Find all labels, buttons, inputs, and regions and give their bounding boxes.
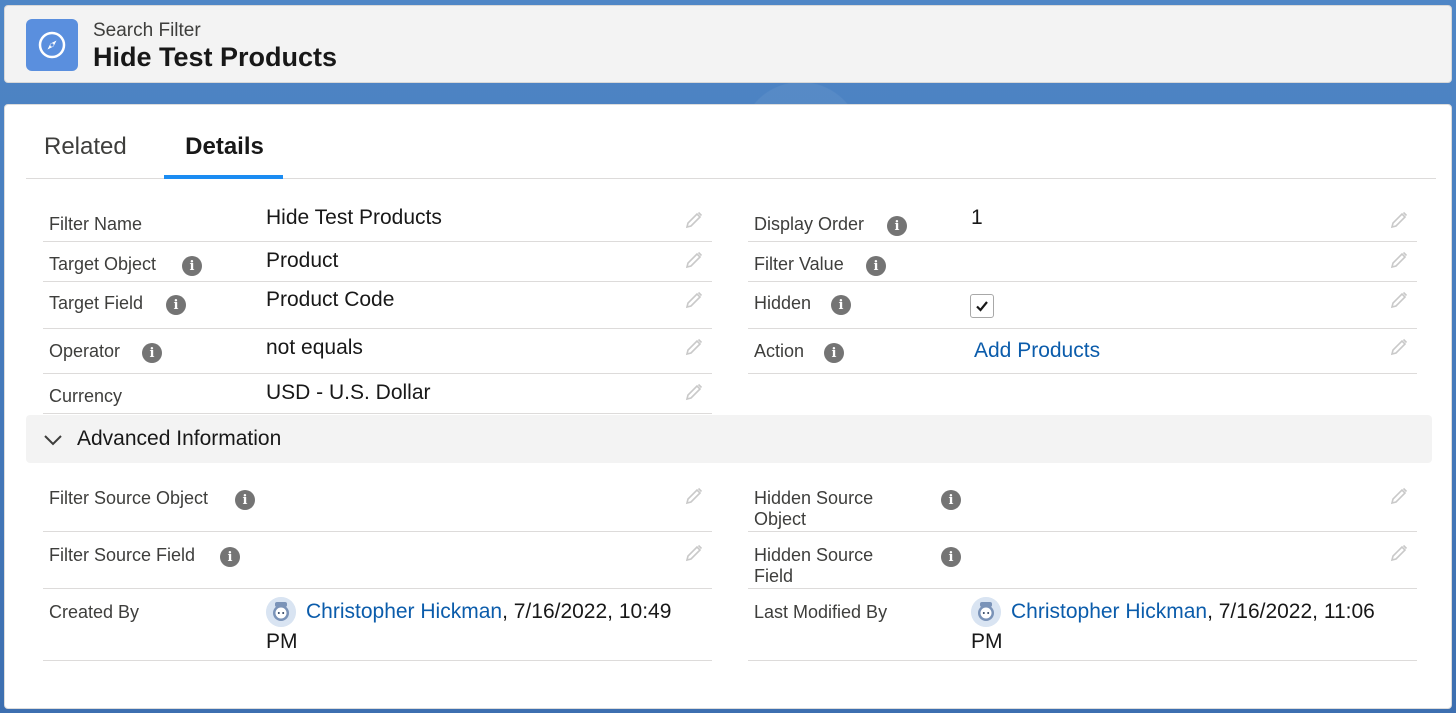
- field-filter-value: Filter Value i: [748, 242, 1417, 282]
- field-filter-name: Filter Name Hide Test Products: [43, 200, 712, 242]
- field-hidden: Hidden i: [748, 282, 1417, 329]
- user-avatar: [971, 597, 1001, 627]
- section-title: Advanced Information: [77, 427, 282, 450]
- last-modified-date: , 7/16/2022, 11:06: [1207, 600, 1375, 623]
- created-by-user-link[interactable]: Christopher Hickman: [306, 600, 503, 623]
- field-target-field: Target Field i Product Code: [43, 282, 712, 329]
- field-value: not equals: [266, 336, 363, 359]
- field-created-by: Created By Christopher Hickman, 7/16/202…: [43, 589, 712, 661]
- created-date: , 7/16/2022, 10:49: [502, 600, 672, 623]
- pencil-icon[interactable]: [1389, 543, 1409, 563]
- last-modified-value: Christopher Hickman, 7/16/2022, 11:06: [1011, 596, 1421, 627]
- field-label: Last Modified By: [754, 602, 888, 622]
- record-type-label: Search Filter: [93, 20, 201, 41]
- field-label: Filter Value: [754, 254, 844, 274]
- field-currency: Currency USD - U.S. Dollar: [43, 374, 712, 414]
- pencil-icon[interactable]: [684, 337, 704, 357]
- chevron-down-icon: [44, 435, 62, 446]
- pencil-icon[interactable]: [1389, 250, 1409, 270]
- field-filter-source-object: Filter Source Object i: [43, 475, 712, 532]
- pencil-icon[interactable]: [684, 486, 704, 506]
- field-hidden-source-object: Hidden Source Object i: [748, 475, 1417, 532]
- info-icon[interactable]: i: [166, 295, 186, 315]
- field-operator: Operator i not equals: [43, 329, 712, 374]
- field-label: Currency: [49, 386, 123, 406]
- info-icon[interactable]: i: [866, 256, 886, 276]
- field-value: Product: [266, 249, 339, 272]
- field-value: USD - U.S. Dollar: [266, 381, 431, 404]
- pencil-icon[interactable]: [1389, 486, 1409, 506]
- pencil-icon[interactable]: [684, 290, 704, 310]
- field-label: Target Object: [49, 254, 157, 274]
- field-value: 1: [971, 206, 983, 229]
- checkmark-icon: [976, 301, 988, 312]
- pencil-icon[interactable]: [684, 210, 704, 230]
- info-icon[interactable]: i: [831, 295, 851, 315]
- info-icon[interactable]: i: [941, 547, 961, 567]
- action-link[interactable]: Add Products: [974, 339, 1101, 362]
- info-icon[interactable]: i: [235, 490, 255, 510]
- info-icon[interactable]: i: [220, 547, 240, 567]
- field-hidden-source-field: Hidden Source Field i: [748, 532, 1417, 589]
- field-value: Hide Test Products: [266, 206, 442, 229]
- pencil-icon[interactable]: [1389, 290, 1409, 310]
- field-action: Action i Add Products: [748, 329, 1417, 374]
- tab-bar: Related Details: [26, 105, 1436, 179]
- hidden-checkbox[interactable]: [970, 294, 994, 318]
- field-value: Product Code: [266, 288, 395, 311]
- info-icon[interactable]: i: [182, 256, 202, 276]
- info-icon[interactable]: i: [142, 343, 162, 363]
- advanced-information-section-toggle[interactable]: Advanced Information: [26, 415, 1432, 463]
- field-display-order: Display Order i 1: [748, 200, 1417, 242]
- field-label: Target Field: [49, 293, 144, 313]
- tab-related[interactable]: Related: [44, 133, 127, 160]
- field-label: Created By: [49, 602, 140, 622]
- field-label: Display Order: [754, 214, 865, 234]
- tab-details[interactable]: Details: [185, 133, 264, 160]
- compass-icon: [26, 19, 78, 71]
- last-modified-user-link[interactable]: Christopher Hickman: [1011, 600, 1208, 623]
- field-label: Hidden Source: [754, 545, 874, 565]
- pencil-icon[interactable]: [1389, 210, 1409, 230]
- field-label: Filter Source Field: [49, 545, 196, 565]
- field-label: Hidden: [754, 293, 812, 313]
- field-label: Filter Source Object: [49, 488, 209, 508]
- field-label: Operator: [49, 341, 121, 361]
- field-label: Action: [754, 341, 805, 361]
- last-modified-date-suffix: PM: [971, 630, 1003, 653]
- record-title: Hide Test Products: [93, 42, 338, 72]
- details-card: Related Details Filter Name Hide Test Pr…: [4, 104, 1452, 709]
- info-icon[interactable]: i: [887, 216, 907, 236]
- pencil-icon[interactable]: [684, 250, 704, 270]
- field-label: Filter Name: [49, 214, 143, 234]
- info-icon[interactable]: i: [824, 343, 844, 363]
- pencil-icon[interactable]: [684, 543, 704, 563]
- pencil-icon[interactable]: [684, 382, 704, 402]
- record-header: Search Filter Hide Test Products: [4, 5, 1452, 83]
- field-label-line2: Field: [754, 566, 794, 586]
- field-target-object: Target Object i Product: [43, 242, 712, 282]
- active-tab-indicator: [164, 175, 283, 179]
- field-last-modified-by: Last Modified By Christopher Hickman, 7/…: [748, 589, 1417, 661]
- info-icon[interactable]: i: [941, 490, 961, 510]
- field-label: Hidden Source: [754, 488, 874, 508]
- pencil-icon[interactable]: [1389, 337, 1409, 357]
- created-by-value: Christopher Hickman, 7/16/2022, 10:49: [306, 596, 716, 627]
- field-label-line2: Object: [754, 509, 807, 529]
- created-date-suffix: PM: [266, 630, 298, 653]
- field-filter-source-field: Filter Source Field i: [43, 532, 712, 589]
- user-avatar: [266, 597, 296, 627]
